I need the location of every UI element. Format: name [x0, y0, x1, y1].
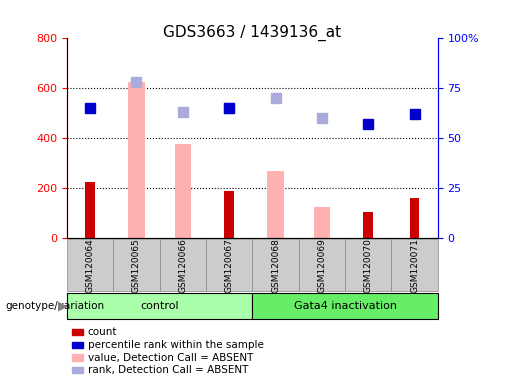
Text: ▶: ▶ [58, 299, 67, 312]
Bar [267, 170, 284, 238]
Bar [314, 207, 330, 238]
Text: rank, Detection Call = ABSENT: rank, Detection Call = ABSENT [88, 365, 248, 375]
Text: percentile rank within the sample: percentile rank within the sample [88, 340, 264, 350]
Text: value, Detection Call = ABSENT: value, Detection Call = ABSENT [88, 353, 253, 362]
Text: control: control [140, 301, 179, 311]
Bar [175, 144, 191, 238]
Text: GSM120065: GSM120065 [132, 238, 141, 293]
Bar [410, 198, 419, 238]
Text: GSM120071: GSM120071 [410, 238, 419, 293]
Text: count: count [88, 327, 117, 337]
Text: GSM120068: GSM120068 [271, 238, 280, 293]
Text: Gata4 inactivation: Gata4 inactivation [294, 301, 397, 311]
Text: GSM120067: GSM120067 [225, 238, 234, 293]
Bar [364, 212, 373, 238]
Text: GSM120069: GSM120069 [317, 238, 327, 293]
Text: GSM120064: GSM120064 [85, 238, 95, 293]
Text: GSM120066: GSM120066 [178, 238, 187, 293]
Bar [128, 82, 145, 238]
Text: GDS3663 / 1439136_at: GDS3663 / 1439136_at [163, 25, 341, 41]
Bar [225, 190, 234, 238]
Text: GSM120070: GSM120070 [364, 238, 373, 293]
Text: genotype/variation: genotype/variation [5, 301, 104, 311]
Bar [85, 182, 95, 238]
